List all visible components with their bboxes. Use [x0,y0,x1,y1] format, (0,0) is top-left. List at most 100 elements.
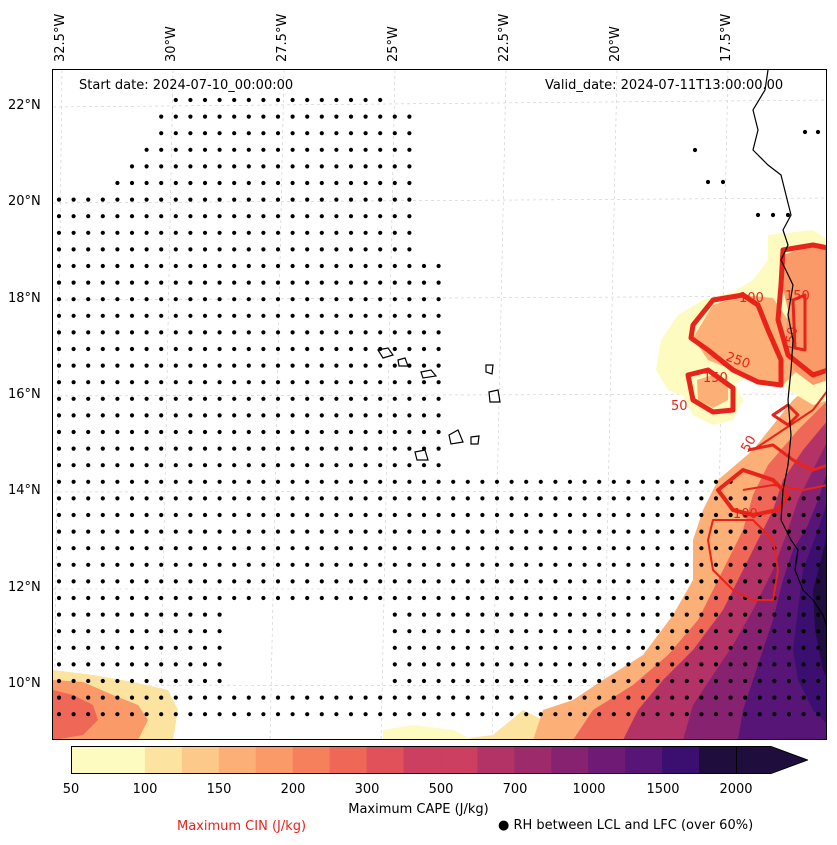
rh-dot [305,164,310,169]
rh-dot [480,512,485,518]
rh-dot [436,678,441,684]
rh-dot [348,330,354,335]
rh-dot [232,114,237,119]
rh-dot [699,496,704,501]
rh-dot [246,297,251,302]
colorbar-cell [440,746,478,774]
rh-dot [421,396,427,401]
rh-dot [202,595,208,601]
rh-dot [436,330,441,335]
rh-dot [217,629,222,634]
rh-dot [86,396,91,401]
rh-dot [86,579,91,584]
rh-dot [115,595,120,601]
map-panel[interactable]: 100 150 250 50 150 50 150 100 [52,69,827,740]
lon-label: 17.5°W [719,13,734,62]
rh-dot [611,612,616,617]
rh-dot [597,678,602,684]
rh-dot [421,330,427,335]
rh-dot [188,180,193,186]
rh-dot [290,695,295,700]
rh-dot [363,562,368,567]
rh-dot [786,579,792,584]
rh-dot [640,579,646,584]
rh-dot [129,396,135,401]
rh-dot [392,496,397,501]
rh-dot [71,712,76,717]
rh-dot [801,712,806,717]
rh-dot [232,562,237,567]
rh-dot [129,197,135,202]
rh-dot [407,479,412,484]
rh-dot [232,546,237,551]
rh-dot [129,712,135,717]
rh-dot [217,164,222,169]
rh-dot [305,463,310,468]
rh-dot [421,346,427,352]
rh-dot [509,612,514,617]
rh-dot [392,263,397,269]
rh-dot [582,529,587,534]
rh-dot [421,429,427,435]
rh-dot [71,463,76,468]
rh-dot [246,97,251,103]
rh-dot [290,97,295,103]
rh-dot [597,662,602,667]
rh-dot [480,546,485,551]
rh-dot [100,247,105,252]
rh-dot [100,512,105,518]
rh-dot [129,579,135,584]
colorbar-cell [662,746,700,774]
rh-dot [436,413,441,418]
rh-dot [713,662,719,667]
rh-dot [100,579,105,584]
rh-dot [159,230,164,235]
rh-dot [319,512,324,518]
rh-dot [378,363,383,368]
rh-dot [217,297,222,302]
rh-dot [173,645,178,650]
rh-dot [217,263,222,269]
rh-dot [538,529,543,534]
rh-dot [378,247,383,252]
rh-dot [173,164,178,169]
rh-dot [816,579,821,584]
rh-dot [202,247,208,252]
rh-dot [378,595,383,601]
rh-dot [290,346,295,352]
contour-label: 100 [733,507,758,522]
rh-dot [71,396,76,401]
rh-dot [757,662,762,667]
rh-dot [597,645,602,650]
rh-dot [202,197,208,202]
rh-dot [232,595,237,601]
rh-dot [582,595,587,601]
rh-dot [202,678,208,684]
rh-dot [319,712,324,717]
rh-dot [334,496,339,501]
rh-dot [290,595,295,601]
rh-dot [217,313,222,318]
rh-dot [202,297,208,302]
rh-dot [757,695,762,700]
rh-dot [348,396,354,401]
rh-dot [757,579,762,584]
rh-dot [100,612,105,617]
rh-dot [407,512,412,518]
colorbar-cell [366,746,405,774]
rh-dot [597,562,602,567]
rh-dot [728,695,733,700]
rh-dot [436,396,441,401]
rh-dot [509,678,514,684]
rh-dot [261,313,266,318]
rh-dot [363,479,368,484]
rh-dot [392,662,397,667]
rh-dot [159,645,164,650]
rh-dot [173,380,178,385]
rh-dot [684,645,689,650]
rh-dot [786,562,792,567]
rh-dot [713,512,719,518]
rh-dot [305,479,310,484]
rh-dot [684,529,689,534]
rh-dot [421,280,427,285]
